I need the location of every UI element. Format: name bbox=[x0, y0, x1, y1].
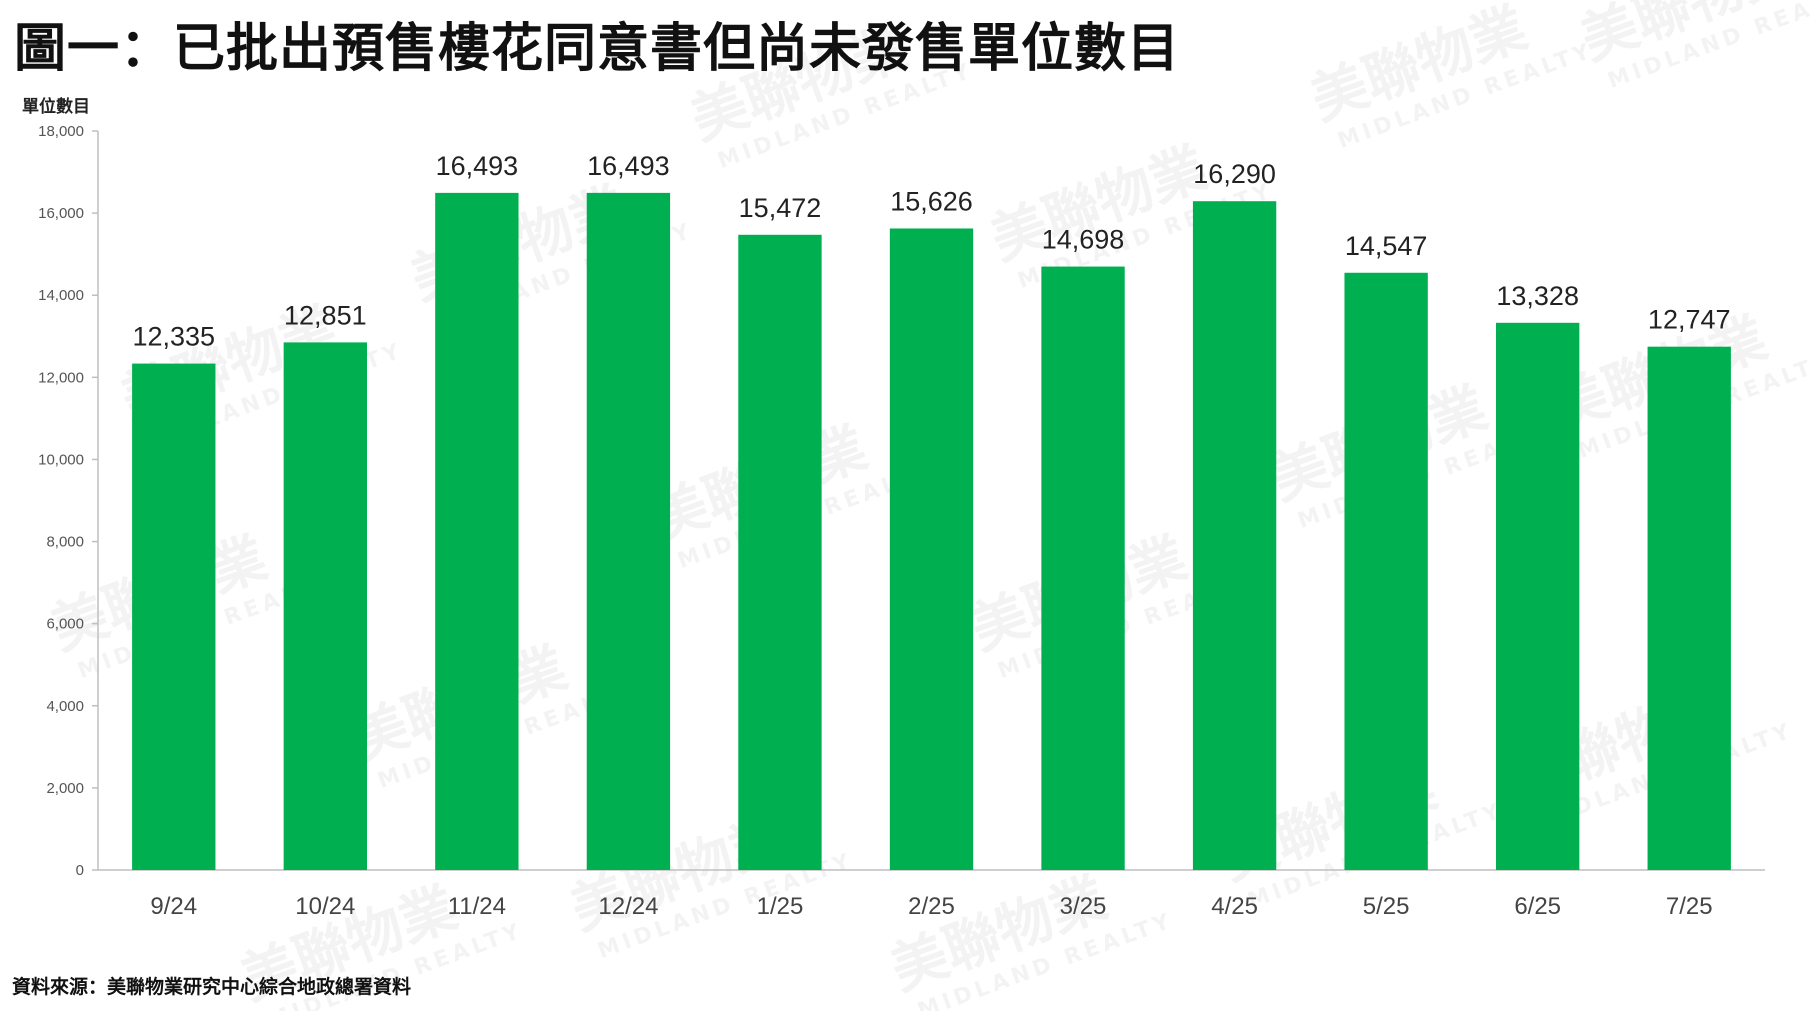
y-tick-label: 14,000 bbox=[38, 287, 84, 304]
data-label: 12,335 bbox=[132, 322, 215, 352]
data-label: 16,493 bbox=[436, 151, 519, 181]
y-tick-label: 16,000 bbox=[38, 205, 84, 222]
data-label: 15,626 bbox=[890, 186, 973, 216]
bar bbox=[1496, 322, 1580, 871]
y-tick-label: 2,000 bbox=[46, 780, 84, 797]
watermark-logo: 美聯物業MIDLAND REALTY bbox=[683, 15, 977, 174]
data-label: 14,547 bbox=[1345, 231, 1428, 261]
data-label: 12,747 bbox=[1648, 305, 1731, 335]
data-label: 13,328 bbox=[1496, 281, 1579, 311]
watermark-logo: 美聯物業MIDLAND REALTY bbox=[883, 865, 1177, 1011]
x-tick-label: 5/25 bbox=[1363, 893, 1410, 920]
data-labels: 12,335 12,851 16,493 16,493 15,472 15,626 14,6… bbox=[132, 151, 1730, 352]
x-tick-label: 2/25 bbox=[908, 893, 955, 920]
bar bbox=[889, 228, 974, 870]
bar bbox=[132, 363, 216, 870]
x-tick-label: 11/24 bbox=[448, 893, 506, 920]
y-axis-label: 單位數目 bbox=[22, 97, 90, 117]
y-tick-label: 4,000 bbox=[46, 698, 84, 715]
x-tick-label: 1/25 bbox=[757, 893, 804, 920]
y-tick-label: 0 bbox=[76, 862, 84, 879]
data-label: 16,290 bbox=[1193, 159, 1276, 189]
source-note: 資料來源：美聯物業研究中心綜合地政總署資料 bbox=[12, 976, 412, 998]
y-tick-label: 12,000 bbox=[38, 369, 84, 386]
x-tick-label: 3/25 bbox=[1060, 893, 1107, 920]
bar bbox=[586, 192, 671, 870]
chart-title: 圖一：已批出預售樓花同意書但尚未發售單位數目 bbox=[14, 19, 1181, 79]
x-tick-label: 12/24 bbox=[598, 893, 658, 920]
bar bbox=[1192, 201, 1277, 870]
x-tick-label: 10/24 bbox=[295, 893, 355, 920]
data-label: 15,472 bbox=[739, 193, 822, 223]
data-label: 12,851 bbox=[284, 300, 367, 330]
bars bbox=[132, 192, 1731, 871]
bar bbox=[1041, 266, 1125, 870]
x-tick-label: 7/25 bbox=[1666, 893, 1713, 920]
y-tick-label: 8,000 bbox=[46, 534, 84, 551]
bar bbox=[435, 192, 519, 870]
axes: 0 2,000 4,000 6,000 8,000 10,000 12,000 14,000 1… bbox=[38, 123, 1765, 920]
y-tick-label: 6,000 bbox=[46, 616, 84, 633]
x-tick-label: 4/25 bbox=[1211, 893, 1258, 920]
bar bbox=[283, 342, 367, 871]
x-tick-label: 9/24 bbox=[150, 893, 197, 920]
bar bbox=[738, 234, 822, 870]
data-label: 14,698 bbox=[1042, 225, 1125, 255]
watermark-logo: 美聯物業MIDLAND REALTY bbox=[1303, 0, 1597, 154]
data-label: 16,493 bbox=[587, 151, 670, 181]
x-tick-label: 6/25 bbox=[1514, 893, 1561, 920]
y-tick-label: 10,000 bbox=[38, 451, 84, 468]
watermark-logo: 美聯物業MIDLAND REALTY bbox=[1573, 0, 1810, 94]
bar bbox=[1647, 346, 1731, 871]
bar bbox=[1344, 272, 1428, 870]
y-tick-label: 18,000 bbox=[38, 123, 84, 140]
